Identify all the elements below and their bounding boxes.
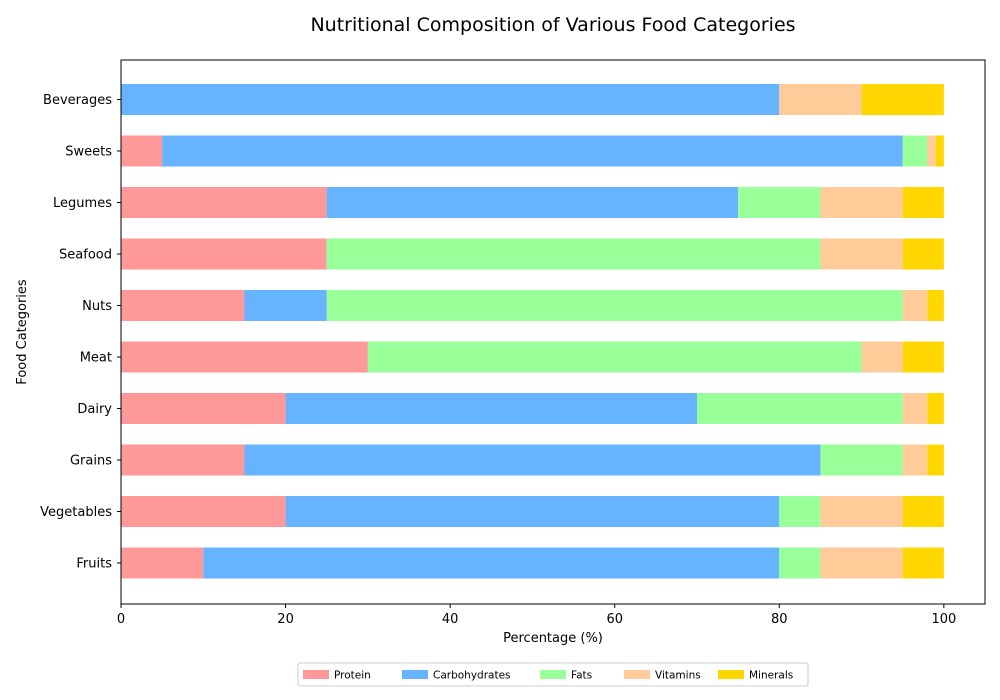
bar-dairy-protein [121, 393, 286, 424]
bar-sweets-vitamins [927, 135, 936, 167]
plot-frame [120, 59, 986, 605]
legend-label-minerals: Minerals [749, 670, 793, 682]
bar-beverages-vitamins [779, 84, 862, 115]
y-tick-label: Seafood [59, 248, 112, 263]
bar-vegetables-protein [121, 496, 286, 527]
bar-nuts-protein [121, 290, 245, 321]
bar-beverages-carbohydrates [121, 84, 780, 115]
bar-legumes-carbohydrates [326, 187, 739, 218]
bars-group [121, 84, 944, 579]
y-tick-label: Fruits [76, 557, 112, 572]
bar-legumes-vitamins [820, 187, 903, 218]
y-tick-label: Nuts [82, 299, 112, 314]
bar-fruits-vitamins [820, 547, 903, 579]
bar-grains-carbohydrates [244, 444, 821, 476]
bar-dairy-carbohydrates [285, 393, 697, 424]
bar-seafood-fats [326, 238, 821, 270]
bar-vegetables-vitamins [820, 496, 903, 527]
bar-seafood-vitamins [820, 238, 903, 270]
bar-seafood-protein [121, 238, 327, 270]
x-tick-label: 100 [931, 612, 956, 627]
y-tick-label: Legumes [53, 196, 112, 211]
legend-label-carbohydrates: Carbohydrates [433, 670, 511, 682]
x-tick-label: 40 [442, 612, 459, 627]
bar-nuts-vitamins [902, 290, 928, 321]
bar-sweets-protein [121, 135, 163, 167]
bar-dairy-minerals [927, 393, 944, 424]
bar-nuts-carbohydrates [244, 290, 327, 321]
bar-fruits-carbohydrates [203, 547, 780, 579]
bar-grains-vitamins [902, 444, 928, 476]
bar-fruits-fats [779, 547, 821, 579]
x-tick-label: 80 [771, 612, 788, 627]
legend-swatch-minerals [718, 670, 744, 679]
bar-sweets-fats [902, 135, 928, 167]
legend-label-protein: Protein [334, 670, 371, 682]
legend-label-fats: Fats [571, 670, 592, 682]
bar-fruits-minerals [902, 547, 944, 579]
x-tick-label: 60 [606, 612, 623, 627]
bar-vegetables-minerals [902, 496, 944, 527]
bar-meat-vitamins [861, 341, 903, 373]
legend-label-vitamins: Vitamins [655, 670, 701, 682]
bar-meat-minerals [902, 341, 944, 373]
bar-grains-fats [820, 444, 903, 476]
y-tick-label: Meat [80, 351, 112, 366]
bar-beverages-minerals [861, 84, 944, 115]
bar-dairy-vitamins [902, 393, 928, 424]
bar-grains-protein [121, 444, 245, 476]
bar-sweets-minerals [935, 135, 944, 167]
bar-legumes-minerals [902, 187, 944, 218]
legend-swatch-fats [540, 670, 566, 679]
chart-title: Nutritional Composition of Various Food … [310, 14, 795, 36]
x-axis-label: Percentage (%) [503, 631, 603, 646]
legend-swatch-vitamins [624, 670, 650, 679]
bar-seafood-minerals [902, 238, 944, 270]
bar-fruits-protein [121, 547, 204, 579]
bar-vegetables-carbohydrates [285, 496, 780, 527]
legend: Protein Carbohydrates Fats Vitamins Minerals [297, 662, 809, 687]
bar-nuts-fats [326, 290, 903, 321]
y-tick-label: Beverages [43, 93, 112, 108]
y-tick-label: Dairy [77, 402, 112, 417]
bar-meat-protein [121, 341, 368, 373]
bar-sweets-carbohydrates [162, 135, 903, 167]
legend-swatch-protein [303, 670, 329, 679]
y-axis-ticks: Fruits Vegetables Grains Dairy Meat Nuts Seafo… [40, 93, 121, 572]
x-tick-label: 20 [277, 612, 294, 627]
bar-vegetables-fats [779, 496, 821, 527]
x-axis-ticks: 0 20 40 60 80 100 [117, 604, 956, 627]
x-tick-label: 0 [117, 612, 125, 627]
bar-legumes-fats [738, 187, 821, 218]
y-tick-label: Vegetables [40, 505, 112, 520]
bar-grains-minerals [927, 444, 944, 476]
y-tick-label: Grains [70, 454, 112, 469]
legend-swatch-carbohydrates [402, 670, 428, 679]
bar-dairy-fats [697, 393, 903, 424]
bar-legumes-protein [121, 187, 327, 218]
y-axis-label: Food Categories [15, 279, 30, 385]
bar-nuts-minerals [927, 290, 944, 321]
y-tick-label: Sweets [65, 145, 112, 160]
bar-meat-fats [367, 341, 862, 373]
